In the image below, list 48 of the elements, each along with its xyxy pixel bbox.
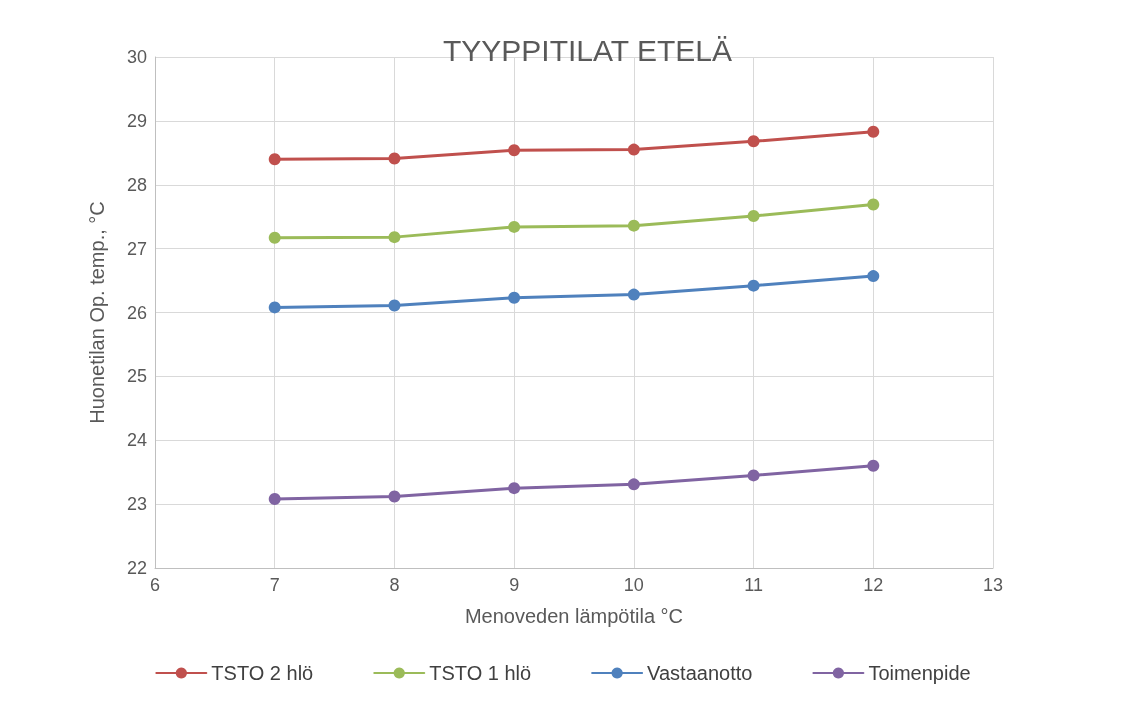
- y-tick-label: 28: [126, 174, 147, 195]
- point: [388, 231, 401, 244]
- point: [867, 459, 880, 472]
- x-tick-label: 12: [863, 575, 884, 595]
- x-tick-label: 13: [982, 575, 1004, 595]
- point: [508, 291, 521, 304]
- legend-label: Toimenpide: [868, 662, 971, 684]
- y-tick-label: 27: [126, 238, 147, 259]
- y-tick-label: 25: [126, 366, 147, 387]
- legend-label: TSTO 1 hlö: [429, 662, 532, 684]
- x-tick-label: 11: [744, 575, 763, 595]
- point: [388, 152, 401, 165]
- x-tick-label: 7: [269, 575, 280, 595]
- x-tick-label: 6: [149, 575, 161, 595]
- legend-label: Vastaanotto: [647, 662, 753, 684]
- point: [268, 301, 281, 314]
- point: [867, 125, 880, 138]
- point: [268, 153, 281, 166]
- y-tick-label: 23: [126, 494, 147, 515]
- point: [508, 482, 521, 495]
- legend-label: TSTO 2 hlö: [211, 662, 314, 684]
- x-axis-title: Menoveden lämpötila °C: [464, 605, 684, 627]
- point: [747, 135, 760, 148]
- y-tick-label: 26: [126, 302, 147, 323]
- point: [268, 493, 281, 506]
- chart-title: TYYPPITILAT ETELÄ: [443, 33, 732, 67]
- point: [627, 219, 640, 232]
- point: [747, 210, 760, 223]
- y-axis-title: Huonetilan Op. temp., °C: [86, 201, 108, 424]
- point: [627, 478, 640, 491]
- x-tick-label: 9: [509, 575, 520, 595]
- point: [627, 143, 640, 156]
- point: [388, 299, 401, 312]
- y-tick-label: 30: [126, 47, 147, 67]
- x-tick-label: 8: [389, 575, 400, 595]
- x-tick-label: 10: [623, 575, 644, 595]
- y-tick-label: 24: [126, 430, 147, 451]
- point: [867, 270, 880, 283]
- point: [388, 490, 401, 503]
- point: [747, 469, 760, 482]
- y-tick-label: 22: [126, 558, 147, 578]
- point: [508, 144, 521, 157]
- y-tick-label: 29: [126, 110, 147, 131]
- point: [867, 198, 880, 211]
- point: [508, 220, 521, 233]
- point: [627, 288, 640, 301]
- point: [268, 231, 281, 244]
- point: [747, 279, 760, 292]
